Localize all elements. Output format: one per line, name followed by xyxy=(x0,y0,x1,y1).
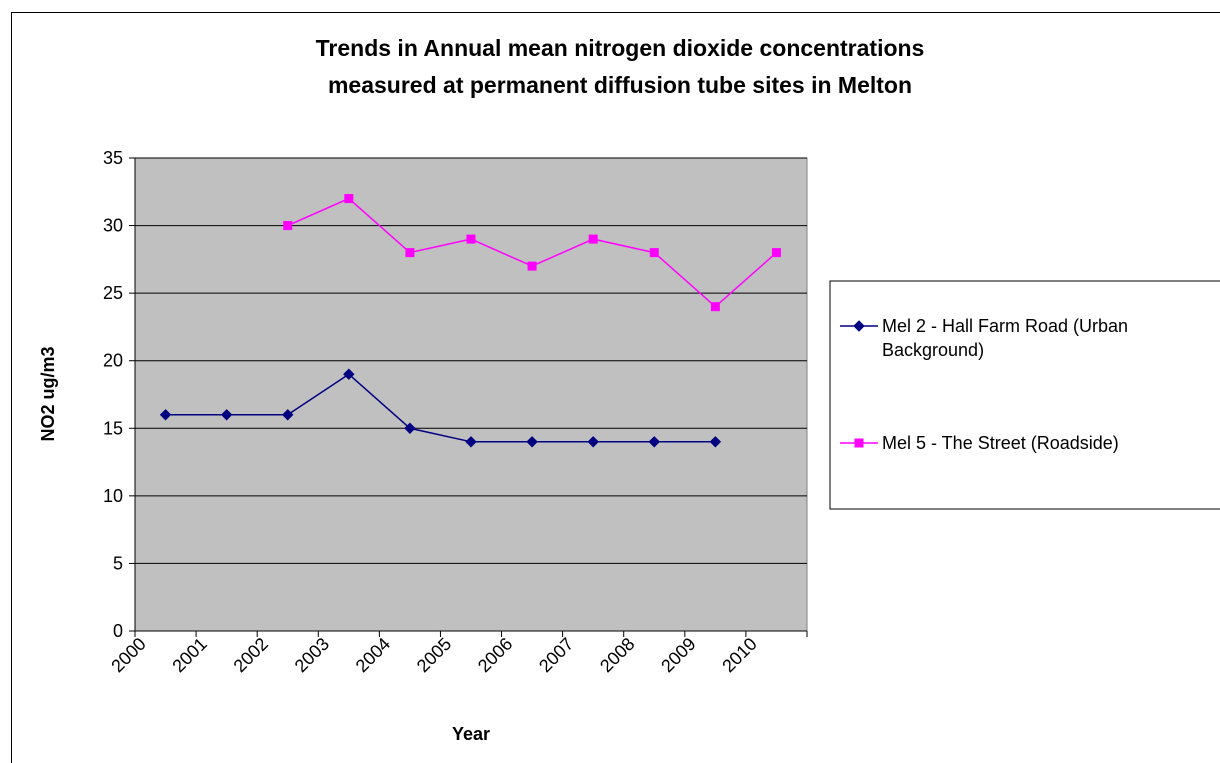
series-2-point xyxy=(466,234,476,244)
axes xyxy=(134,158,807,632)
x-axis-title: Year xyxy=(452,724,490,744)
x-axis-ticks: 2000 2001 2002 2003 2004 2005 2006 2007 2008 2009… xyxy=(107,631,808,676)
legend-item-1: Mel 2 - Hall Farm Road (Urban Background) xyxy=(840,316,1128,360)
y-tick-label: 5 xyxy=(113,553,123,573)
series-2-point xyxy=(710,302,720,312)
series-2-point xyxy=(588,234,598,244)
series-group xyxy=(159,194,781,448)
chart-frame xyxy=(11,12,1220,763)
legend-box xyxy=(829,280,1220,510)
series-1-point xyxy=(648,436,660,448)
y-tick-label: 35 xyxy=(103,148,123,168)
y-tick-label: 10 xyxy=(103,486,123,506)
x-tick-label: 2005 xyxy=(413,634,455,676)
series-2-point xyxy=(527,261,537,271)
legend-swatch-marker xyxy=(854,438,864,448)
series-2-point xyxy=(771,248,781,258)
series-1-point xyxy=(587,436,599,448)
y-tick-label: 30 xyxy=(103,216,123,236)
y-tick-label: 0 xyxy=(113,621,123,641)
gridlines xyxy=(135,157,807,564)
series-1-line xyxy=(165,373,716,443)
chart-title-line-2: measured at permanent diffusion tube sit… xyxy=(328,72,912,98)
x-tick-label: 2001 xyxy=(168,634,210,676)
y-axis-ticks: 0 5 10 15 20 25 30 35 xyxy=(103,148,135,641)
series-1-point xyxy=(404,422,416,434)
legend-label: Mel 5 - The Street (Roadside) xyxy=(882,433,1119,453)
series-2 xyxy=(283,194,781,312)
x-tick-label: 2006 xyxy=(474,634,516,676)
legend-label: Background) xyxy=(882,340,984,360)
series-2-point xyxy=(344,194,354,204)
y-tick-label: 20 xyxy=(103,351,123,371)
series-2-point xyxy=(649,248,659,258)
x-tick-label: 2002 xyxy=(230,634,272,676)
legend-swatch-marker xyxy=(853,320,865,332)
x-tick-label: 2009 xyxy=(657,634,699,676)
series-1-point xyxy=(709,436,722,448)
legend: Mel 2 - Hall Farm Road (Urban Background)… xyxy=(829,280,1220,510)
y-tick-label: 25 xyxy=(103,283,123,303)
x-tick-label: 2004 xyxy=(352,634,394,676)
x-tick-label: 2007 xyxy=(535,634,577,676)
x-tick-label: 2003 xyxy=(291,634,333,676)
series-1-point xyxy=(465,436,477,448)
x-tick-label: 2010 xyxy=(718,634,760,676)
series-1-point xyxy=(343,368,355,380)
plot-area xyxy=(134,157,808,632)
x-tick-label: 2008 xyxy=(596,634,638,676)
series-1-point xyxy=(220,409,233,421)
y-axis-title: NO2 ug/m3 xyxy=(38,346,58,441)
chart-title-line-1: Trends in Annual mean nitrogen dioxide c… xyxy=(316,35,925,61)
series-1-point xyxy=(282,409,294,421)
legend-item-2: Mel 5 - The Street (Roadside) xyxy=(840,433,1119,453)
series-1-point xyxy=(526,436,538,448)
series-1-point xyxy=(159,409,172,421)
y-tick-label: 15 xyxy=(103,418,123,438)
legend-label: Mel 2 - Hall Farm Road (Urban xyxy=(882,316,1128,336)
series-2-point xyxy=(283,221,293,231)
series-1 xyxy=(159,368,722,448)
series-2-point xyxy=(405,248,415,258)
